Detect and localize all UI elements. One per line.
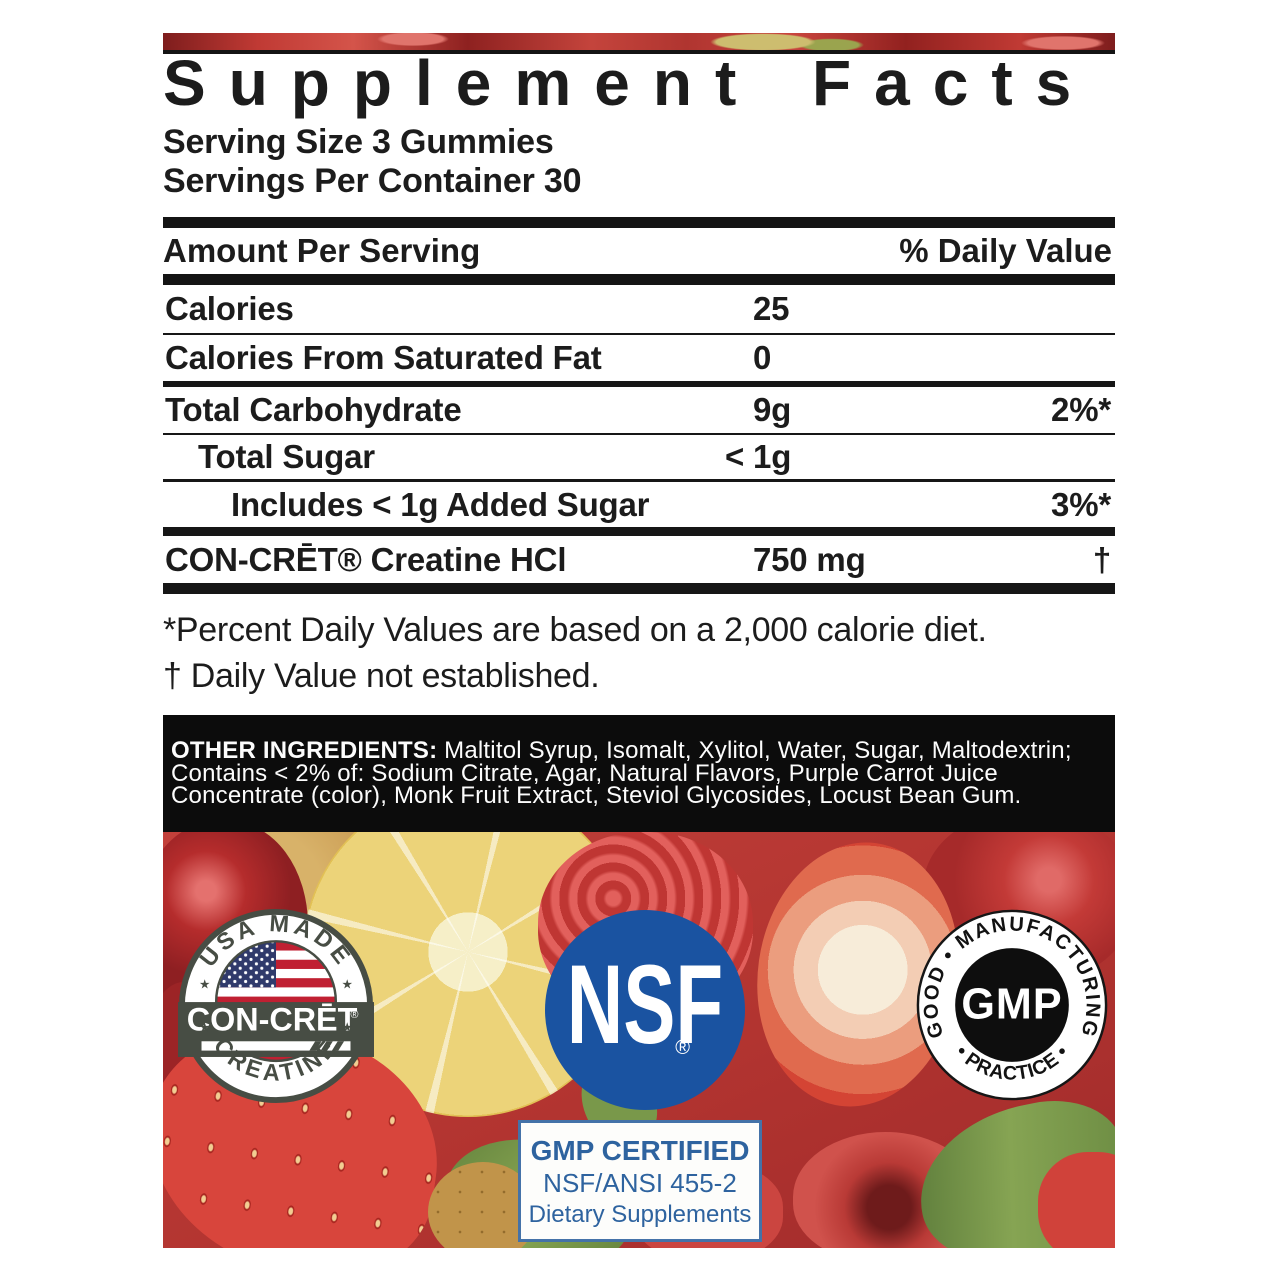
row-daily-value: 3%*	[1051, 485, 1111, 523]
table-row-total-sugar: Total Sugar < 1g	[163, 435, 1115, 482]
daily-value-header: % Daily Value	[899, 232, 1112, 269]
row-daily-value: †	[1092, 540, 1111, 578]
row-amount: 750 mg	[753, 540, 866, 578]
ingredients-line-2: Contains < 2% of: Sodium Citrate, Agar, …	[171, 759, 998, 787]
star-icon: ★	[342, 1019, 353, 1034]
hash-marks-icon	[309, 1041, 345, 1051]
row-name: CON-CRĒT® Creatine HCl	[165, 540, 567, 578]
divider-bar-header	[163, 274, 1115, 285]
badge-inner-disc	[955, 948, 1069, 1062]
star-icon: ★	[199, 976, 210, 991]
row-daily-value: 2%*	[1051, 391, 1111, 428]
row-name: Total Carbohydrate	[165, 391, 462, 428]
star-icon: ★	[199, 1019, 210, 1034]
ingredients-line-3: Concentrate (color), Monk Fruit Extract,…	[171, 782, 1022, 809]
table-row-calories: Calories 25	[163, 285, 1115, 335]
star-icon: ★	[342, 976, 353, 991]
nutrition-table: Calories 25 Calories From Saturated Fat …	[163, 285, 1115, 594]
serving-size: Serving Size 3 Gummies	[163, 123, 554, 161]
table-row-total-carbohydrate: Total Carbohydrate 9g 2%*	[163, 387, 1115, 435]
row-amount: < 1g	[725, 438, 792, 475]
nsf-logo-text: NSF	[566, 942, 724, 1067]
nsf-badge: NSF ®	[545, 910, 745, 1110]
row-amount: 25	[753, 290, 790, 327]
fruit-photo: USA MADE ★ ★ CON-CRĒT ® ★ ★ CREATINE NSF	[163, 832, 1115, 1248]
con-cret-usa-made-badge: USA MADE ★ ★ CON-CRĒT ® ★ ★ CREATINE	[178, 908, 374, 1104]
servings-per-container: Servings Per Container 30	[163, 162, 582, 200]
table-header: Amount Per Serving % Daily Value	[163, 230, 1115, 272]
row-name: Calories	[165, 290, 294, 327]
ingredients-line-1: OTHER INGREDIENTS: Maltitol Syrup, Isoma…	[171, 737, 1107, 764]
gmp-badge: GOOD • MANUFACTURING • PRACTICE • GMP	[916, 909, 1108, 1101]
table-row-creatine-hcl: CON-CRĒT® Creatine HCl 750 mg †	[163, 536, 1115, 594]
ingredients-text: Maltitol Syrup, Isomalt, Xylitol, Water,…	[437, 737, 1072, 764]
label-title: Supplement Facts	[163, 47, 1095, 119]
gmp-certified-box: GMP CERTIFIED NSF/ANSI 455-2 Dietary Sup…	[518, 1120, 762, 1242]
strawberry-image	[1038, 1152, 1115, 1248]
dietary-supplements-text: Dietary Supplements	[528, 1201, 752, 1228]
row-name: Total Sugar	[198, 438, 375, 475]
gmp-logo-text: GMP	[961, 981, 1062, 1029]
row-amount: 0	[753, 339, 772, 376]
con-cret-logo-text: CON-CRĒT	[187, 1002, 358, 1038]
table-row-added-sugar: Includes < 1g Added Sugar 3%*	[163, 482, 1115, 536]
registered-mark: ®	[675, 1037, 690, 1059]
gmp-certified-title: GMP CERTIFIED	[530, 1135, 750, 1166]
row-amount: 9g	[753, 391, 792, 428]
amount-per-serving-header: Amount Per Serving	[163, 232, 481, 269]
footnote-daily-values: *Percent Daily Values are based on a 2,0…	[163, 611, 987, 649]
table-row-calories-saturated-fat: Calories From Saturated Fat 0	[163, 335, 1115, 387]
ingredients-heading: OTHER INGREDIENTS:	[171, 737, 438, 764]
row-name: Calories From Saturated Fat	[165, 339, 602, 376]
supplement-facts-label: Supplement Facts Serving Size 3 Gummies …	[163, 33, 1115, 1248]
row-name: Includes < 1g Added Sugar	[231, 485, 650, 523]
registered-mark: ®	[350, 1009, 358, 1021]
nsf-ansi-standard: NSF/ANSI 455-2	[543, 1168, 737, 1198]
footnote-dagger: † Daily Value not established.	[163, 657, 600, 695]
divider-bar-top	[163, 217, 1115, 228]
fruit-banner-image	[163, 33, 1115, 54]
other-ingredients-box: OTHER INGREDIENTS: Maltitol Syrup, Isoma…	[163, 715, 1115, 832]
